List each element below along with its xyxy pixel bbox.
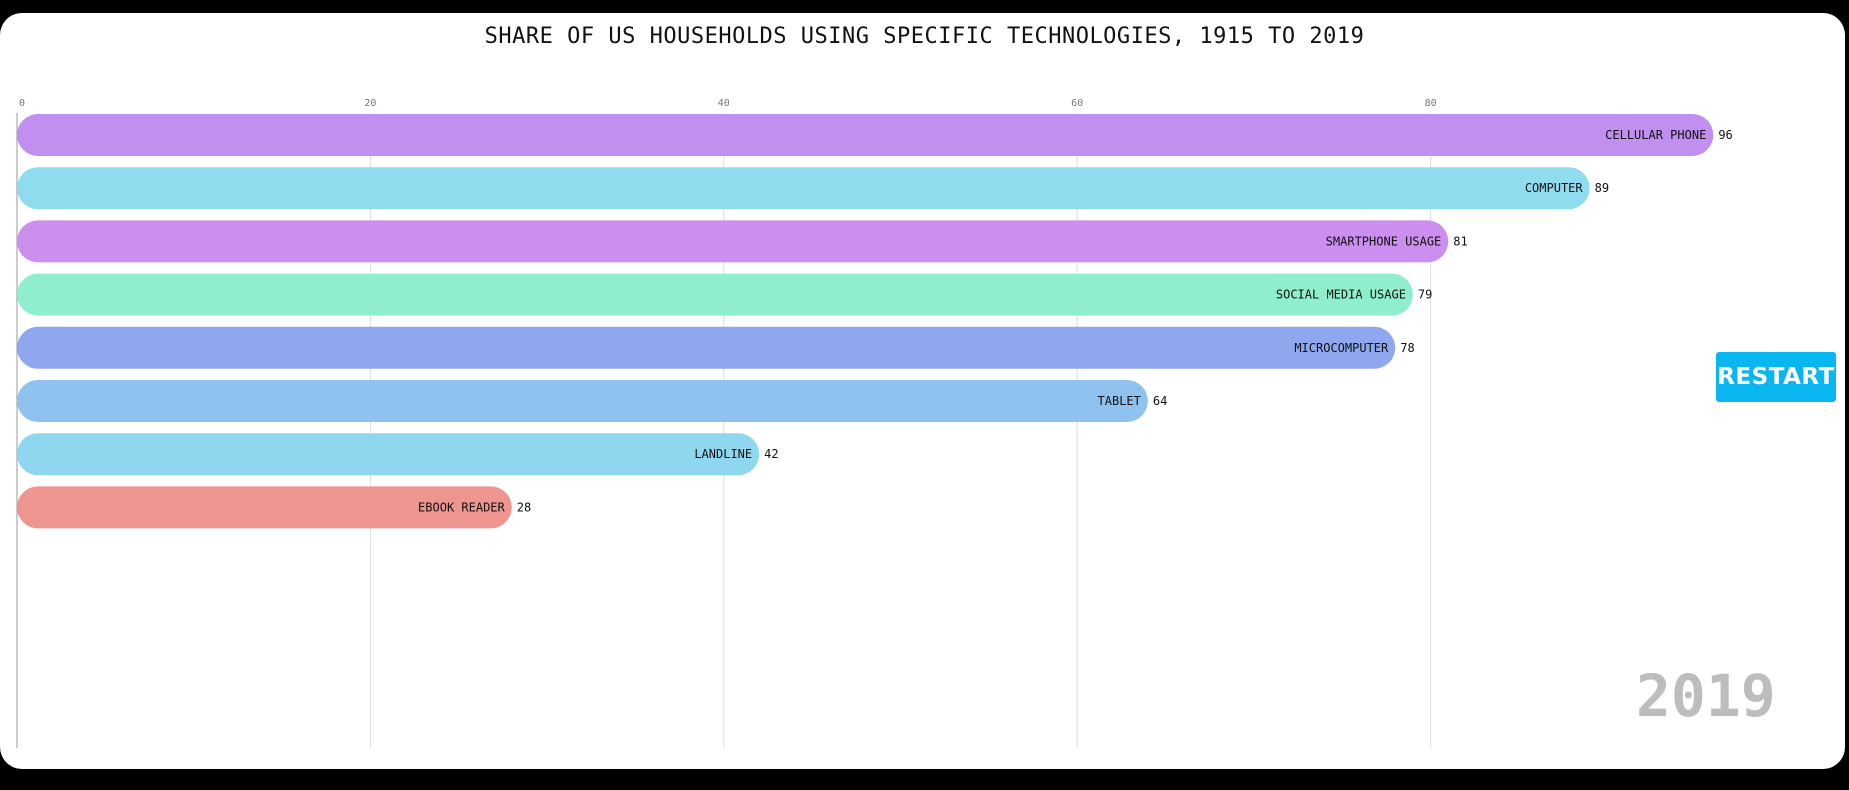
bar-group: COMPUTER 89 (17, 167, 1609, 210)
bar (17, 114, 1714, 156)
bar-category-label: LANDLINE (694, 447, 752, 461)
bar-category-label: MICROCOMPUTER (1294, 341, 1389, 355)
bar-category-label: SMARTPHONE USAGE (1326, 234, 1442, 248)
bar (17, 220, 1449, 263)
bar-value-label: 28 (517, 500, 531, 514)
x-tick-label: 20 (364, 98, 376, 109)
bar-category-label: EBOOK READER (418, 500, 505, 514)
bar (17, 486, 512, 529)
bar-value-label: 42 (764, 447, 778, 461)
bar-value-label: 64 (1153, 394, 1167, 408)
bar (17, 380, 1148, 422)
bar-group: EBOOK READER 28 (17, 486, 531, 529)
bar (17, 326, 1396, 369)
bar-value-label: 81 (1453, 234, 1467, 248)
year-label: 2019 (1636, 662, 1776, 730)
bar-category-label: SOCIAL MEDIA USAGE (1276, 288, 1406, 302)
bar-group: SMARTPHONE USAGE 81 (17, 220, 1468, 263)
restart-button[interactable]: RESTART (1716, 352, 1836, 402)
x-tick-label: 60 (1071, 98, 1083, 109)
bar-group: SOCIAL MEDIA USAGE 79 (17, 273, 1432, 316)
bar-group: MICROCOMPUTER 78 (17, 326, 1415, 369)
bar-value-label: 79 (1418, 288, 1432, 302)
bar-category-label: CELLULAR PHONE (1605, 128, 1706, 142)
bar (17, 273, 1413, 316)
bar (17, 167, 1590, 210)
chart-title: SHARE OF US HOUSEHOLDS USING SPECIFIC TE… (484, 24, 1365, 49)
x-tick-label: 40 (718, 98, 730, 109)
bar-value-label: 89 (1595, 181, 1609, 195)
bar-category-label: COMPUTER (1525, 181, 1584, 195)
bar-value-label: 96 (1718, 128, 1732, 142)
bar-group: CELLULAR PHONE 96 (17, 114, 1733, 156)
bar-category-label: TABLET (1098, 394, 1141, 408)
bar (17, 433, 760, 476)
x-tick-label: 80 (1425, 98, 1437, 109)
bar-value-label: 78 (1400, 341, 1414, 355)
bar-group: TABLET 64 (17, 380, 1167, 422)
bar-group: LANDLINE 42 (17, 433, 779, 476)
x-tick-label: 0 (19, 98, 25, 109)
